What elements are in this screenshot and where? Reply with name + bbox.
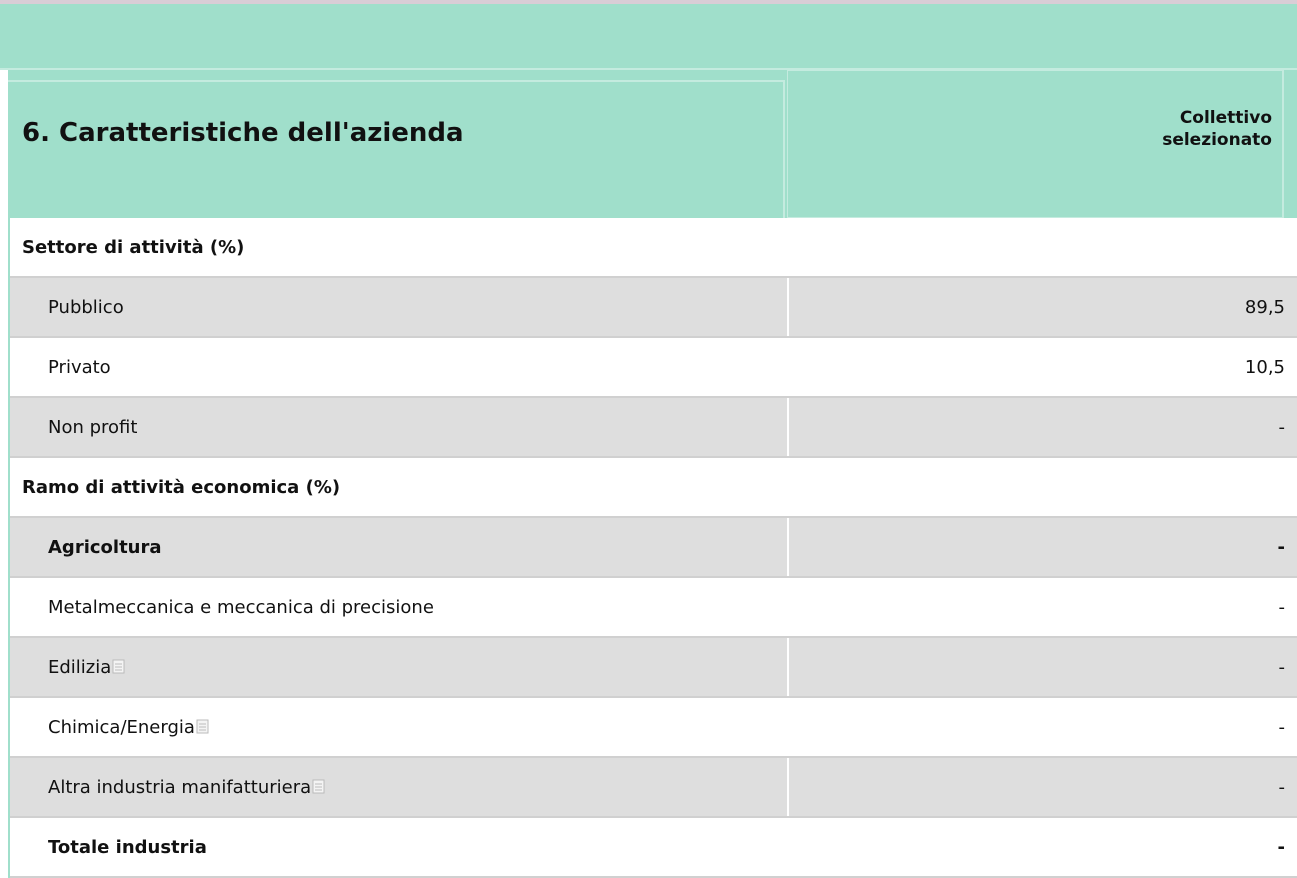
row: Totale industria -	[10, 818, 1297, 878]
row: Metalmeccanica e meccanica di precisione…	[10, 578, 1297, 638]
section-title: Ramo di attività economica (%)	[22, 476, 341, 498]
column-header: Collettivo selezionato	[1162, 108, 1272, 150]
table-body: Settore di attività (%) Pubblico 89,5 Pri…	[8, 218, 1297, 878]
row-label: Agricoltura	[48, 536, 162, 558]
row-value: -	[1278, 596, 1286, 618]
header-left: 6. Caratteristiche dell'azienda	[8, 80, 785, 218]
header-title: 6. Caratteristiche dell'azienda	[22, 118, 464, 148]
note-icon[interactable]	[312, 779, 325, 794]
row-label: Pubblico	[48, 296, 124, 318]
row-label-wrap: Chimica/Energia	[10, 717, 209, 738]
row-label: Chimica/Energia	[48, 716, 195, 738]
top-band	[0, 4, 1297, 70]
section-row: Settore di attività (%)	[10, 218, 1297, 278]
note-icon[interactable]	[112, 659, 125, 674]
table-header: 6. Caratteristiche dell'azienda Colletti…	[8, 70, 1297, 218]
row: Non profit -	[10, 398, 1297, 458]
row-label: Edilizia	[48, 656, 112, 678]
row-label: Altra industria manifatturiera	[48, 776, 312, 798]
note-icon[interactable]	[196, 719, 209, 734]
section-title: Settore di attività (%)	[22, 236, 245, 258]
row-value: -	[1278, 716, 1286, 738]
row-label-wrap: Altra industria manifatturiera	[10, 777, 325, 798]
row-value: -	[1278, 776, 1286, 798]
row-label-wrap: Edilizia	[10, 657, 125, 678]
section-row: Ramo di attività economica (%)	[10, 458, 1297, 518]
row: Privato 10,5	[10, 338, 1297, 398]
row-label: Totale industria	[48, 836, 207, 858]
header-right: Collettivo selezionato	[787, 70, 1284, 218]
row-label: Metalmeccanica e meccanica di precisione	[48, 596, 434, 618]
row-value: 10,5	[1244, 356, 1285, 378]
row-value: -	[1278, 656, 1286, 678]
row: Altra industria manifatturiera -	[10, 758, 1297, 818]
row: Pubblico 89,5	[10, 278, 1297, 338]
row-label: Non profit	[48, 416, 138, 438]
row-value: -	[1277, 536, 1285, 558]
row: Edilizia -	[10, 638, 1297, 698]
row: Agricoltura -	[10, 518, 1297, 578]
row-label: Privato	[48, 356, 111, 378]
row-value: -	[1277, 836, 1285, 858]
row: Chimica/Energia -	[10, 698, 1297, 758]
row-value: 89,5	[1244, 296, 1285, 318]
row-value: -	[1278, 416, 1286, 438]
top-line	[0, 0, 1297, 4]
